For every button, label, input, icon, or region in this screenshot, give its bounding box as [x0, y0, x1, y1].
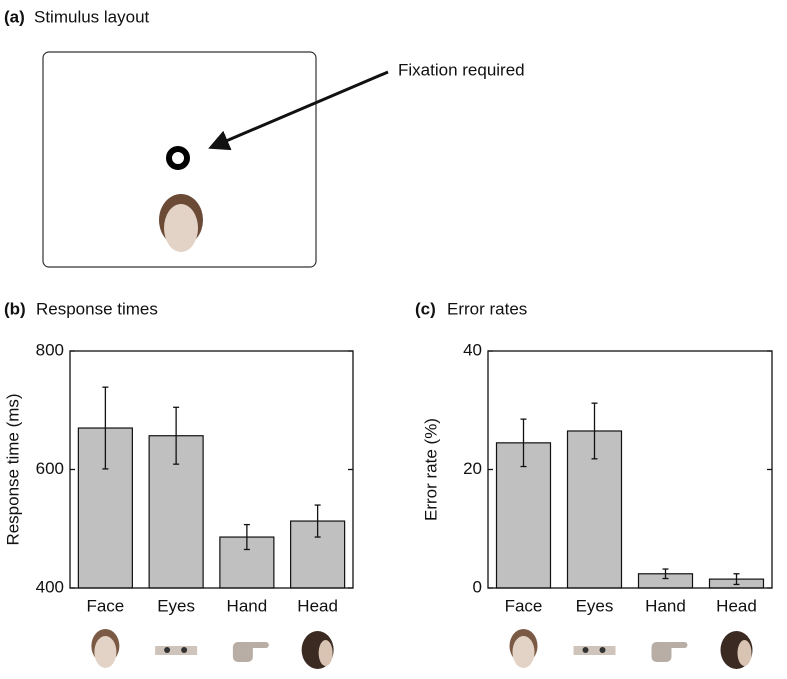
y-tick-label: 800	[36, 340, 64, 359]
stimulus-icon	[155, 646, 198, 655]
x-tick-label: Face	[505, 596, 543, 615]
stimulus-icon	[301, 631, 334, 669]
x-tick-label: Face	[86, 596, 124, 615]
x-tick-label: Eyes	[576, 596, 614, 615]
error-bar	[173, 406, 180, 465]
error-bar	[243, 523, 250, 551]
chart-title: Error rates	[447, 299, 527, 318]
arrow	[208, 70, 389, 151]
icon-eye	[582, 647, 589, 653]
annotation: Fixation required	[398, 60, 525, 79]
x-tick-label: Head	[297, 596, 338, 615]
y-tick-label: 400	[36, 577, 64, 596]
stimulus-icon	[573, 646, 616, 655]
y-axis-label: Response time (ms)	[3, 393, 22, 545]
icon-eye	[599, 647, 606, 653]
panel-label: (c)	[415, 299, 436, 318]
icon-face	[512, 636, 535, 668]
icon-eyes	[155, 646, 198, 655]
error-bar	[314, 504, 321, 538]
icon-profile	[737, 640, 752, 666]
chart-title: Response times	[36, 299, 158, 318]
panel-label: (b)	[4, 299, 26, 318]
y-axis-label: Error rate (%)	[421, 418, 440, 521]
stimulus-icon	[509, 629, 538, 668]
icon-profile	[318, 640, 333, 666]
y-tick-label: 0	[473, 577, 482, 596]
stimulus-icon	[232, 642, 269, 662]
x-tick-label: Head	[716, 596, 757, 615]
x-tick-label: Hand	[227, 596, 268, 615]
stimulus-icon	[720, 631, 753, 669]
x-tick-label: Eyes	[157, 596, 195, 615]
icon-finger	[665, 642, 688, 648]
face-stimulus	[159, 194, 203, 252]
x-tick-label: Hand	[645, 596, 686, 615]
error-bar	[102, 386, 109, 470]
stimulus-icon	[91, 629, 120, 668]
icon-face	[94, 636, 117, 668]
y-tick-label: 20	[463, 459, 482, 478]
panel-label: (a)	[4, 7, 25, 26]
icon-eye	[164, 647, 171, 653]
y-tick-label: 40	[463, 340, 482, 359]
panel-title: Stimulus layout	[34, 7, 150, 26]
icon-finger	[246, 642, 269, 648]
error-bar	[662, 568, 669, 580]
error-bar	[520, 418, 527, 468]
stimulus-icon	[651, 642, 688, 662]
icon-eyes	[573, 646, 616, 655]
error-bar	[591, 402, 598, 460]
icon-eye	[181, 647, 188, 653]
y-tick-label: 600	[36, 459, 64, 478]
fixation-point	[166, 146, 190, 170]
error-bar	[733, 573, 740, 586]
